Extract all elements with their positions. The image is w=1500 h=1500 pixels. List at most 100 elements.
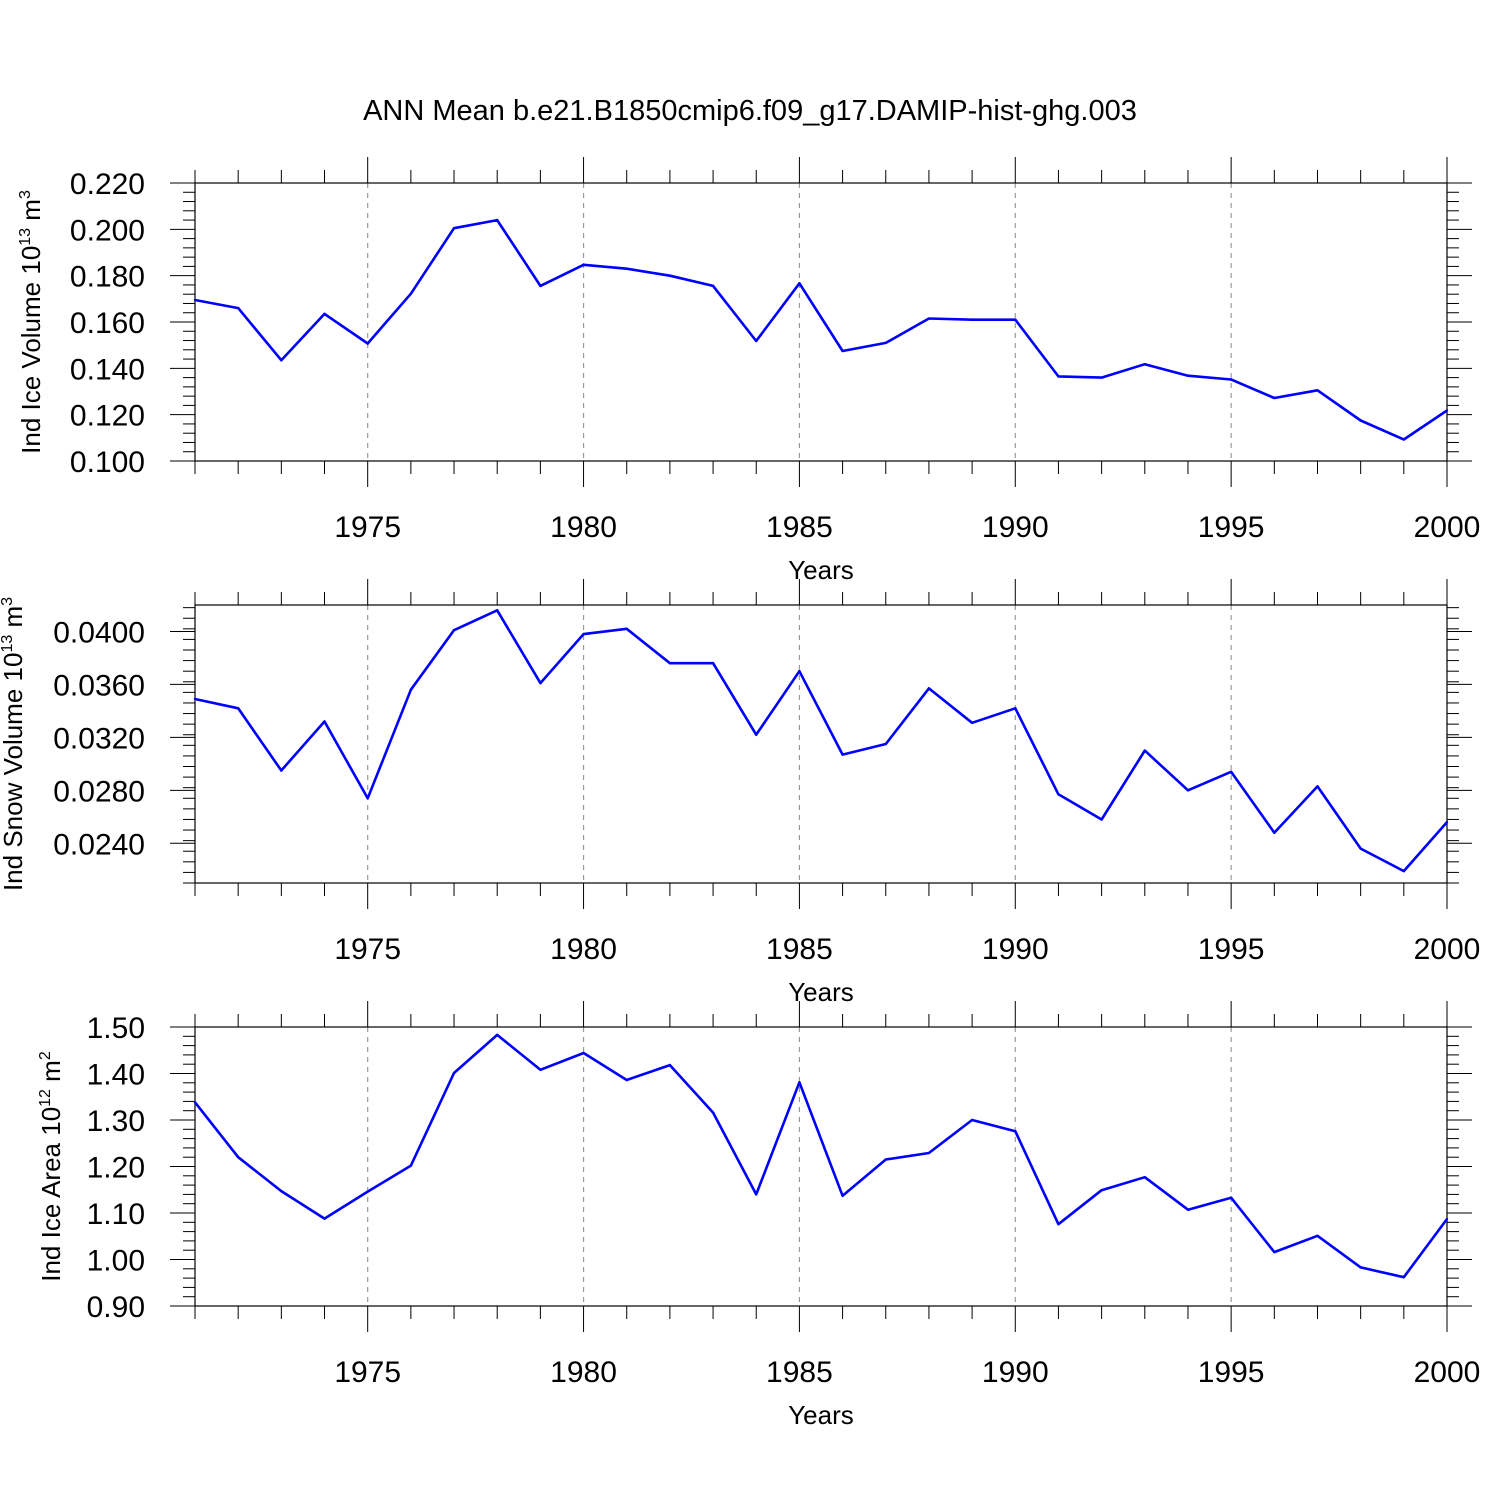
series-line: [194, 218, 1448, 441]
y-tick-label: 0.0280: [53, 775, 145, 808]
data-point: [1359, 1266, 1362, 1269]
x-axis-label: Years: [788, 977, 854, 1007]
data-point: [1229, 378, 1233, 381]
data-point: [236, 1156, 240, 1159]
x-axis-label: Years: [788, 1400, 854, 1430]
data-point: [366, 342, 369, 345]
data-point: [1014, 707, 1017, 710]
data-point: [409, 1164, 413, 1167]
data-point: [1100, 818, 1103, 821]
data-point: [1057, 375, 1060, 378]
x-tick-label: 1980: [550, 933, 617, 966]
y-tick-label: 0.160: [70, 307, 145, 340]
y-tick-label: 0.0240: [53, 828, 145, 861]
y-tick-label: 0.220: [70, 168, 145, 201]
data-point: [409, 292, 413, 295]
x-tick-label: 2000: [1414, 933, 1481, 966]
y-axis-label-text: m: [36, 1060, 66, 1089]
data-point: [1186, 789, 1190, 792]
data-point: [841, 349, 844, 353]
y-tick-label: 1.50: [87, 1012, 145, 1045]
data-point: [1359, 419, 1362, 422]
data-point: [798, 669, 801, 673]
data-point: [1014, 1129, 1017, 1133]
x-tick-label: 1990: [982, 1356, 1049, 1389]
y-axis-label-text: Ind Ice Volume 10: [16, 246, 46, 454]
data-point: [1014, 318, 1017, 321]
y-tick-label: 1.10: [87, 1198, 145, 1231]
data-point: [755, 733, 758, 736]
data-point: [711, 284, 715, 288]
series-line: [194, 608, 1448, 873]
data-point: [970, 721, 974, 725]
data-point: [1402, 1275, 1406, 1279]
data-point: [927, 317, 931, 320]
data-point: [452, 1071, 456, 1075]
data-point: [625, 267, 628, 270]
data-point: [625, 627, 628, 631]
y-axis-label-text: Ind Ice Area 10: [36, 1107, 66, 1282]
data-point: [1143, 362, 1146, 366]
data-point: [711, 662, 715, 665]
data-point: [1057, 793, 1060, 796]
data-point: [280, 1189, 283, 1193]
data-point: [1229, 770, 1233, 773]
data-point: [668, 274, 672, 277]
data-point: [1186, 374, 1190, 377]
data-point: [539, 1068, 542, 1071]
x-tick-label: 1980: [550, 511, 617, 544]
data-point: [193, 1101, 197, 1104]
data-point: [1316, 1234, 1319, 1237]
data-point: [366, 1190, 369, 1193]
data-point: [280, 769, 283, 772]
data-point: [496, 218, 499, 222]
data-point: [841, 1194, 844, 1197]
panel-2: 0.0240 0.0280 0.0320 0.0360 0.0400 1975 1980 19…: [0, 579, 1480, 1007]
data-point: [884, 1158, 887, 1161]
x-tick-label: 2000: [1414, 1356, 1481, 1389]
x-tick-label: 1980: [550, 1356, 617, 1389]
x-tick-label: 1975: [334, 511, 401, 544]
data-point: [193, 298, 197, 302]
data-point: [1316, 785, 1319, 788]
data-point: [1143, 749, 1146, 752]
data-point: [1186, 1208, 1190, 1211]
y-tick-label: 0.200: [70, 214, 145, 247]
data-point: [496, 1033, 499, 1037]
data-point: [625, 1078, 628, 1082]
y-axis-label-superscript: 13: [17, 228, 34, 246]
data-point: [1359, 847, 1362, 850]
y-tick-label: 1.20: [87, 1152, 145, 1185]
data-point: [668, 662, 672, 665]
panel-3: 0.90 1.00 1.10 1.20 1.30 1.40 1.50 1975 1980 1985…: [36, 1001, 1480, 1430]
y-axis-label-text: Ind Snow Volume 10: [0, 653, 28, 892]
data-point: [280, 359, 283, 362]
data-point: [970, 1118, 974, 1122]
data-point: [1316, 389, 1319, 392]
y-tick-label: 0.140: [70, 353, 145, 386]
data-point: [798, 282, 801, 285]
data-point: [452, 226, 456, 230]
data-point: [970, 318, 974, 321]
y-tick-label: 1.40: [87, 1059, 145, 1092]
y-axis-label-superscript: 13: [0, 635, 16, 653]
data-point: [1402, 869, 1406, 873]
data-point: [323, 720, 326, 723]
y-axis-label-text: m: [0, 606, 28, 635]
y-tick-label: 0.0400: [53, 616, 145, 649]
data-point: [1402, 438, 1406, 441]
data-point: [1445, 1217, 1449, 1221]
data-point: [582, 263, 585, 266]
plot-frame: [194, 1026, 1448, 1307]
data-point: [711, 1111, 715, 1114]
y-tick-label: 1.30: [87, 1105, 145, 1138]
data-point: [884, 742, 887, 746]
data-point: [1057, 1222, 1060, 1226]
y-tick-label: 0.100: [70, 446, 145, 479]
data-point: [366, 797, 369, 800]
y-axis-label-superscript: 3: [17, 190, 34, 199]
x-tick-label: 1975: [334, 1356, 401, 1389]
data-point: [755, 339, 758, 343]
y-tick-label: 0.90: [87, 1291, 145, 1324]
